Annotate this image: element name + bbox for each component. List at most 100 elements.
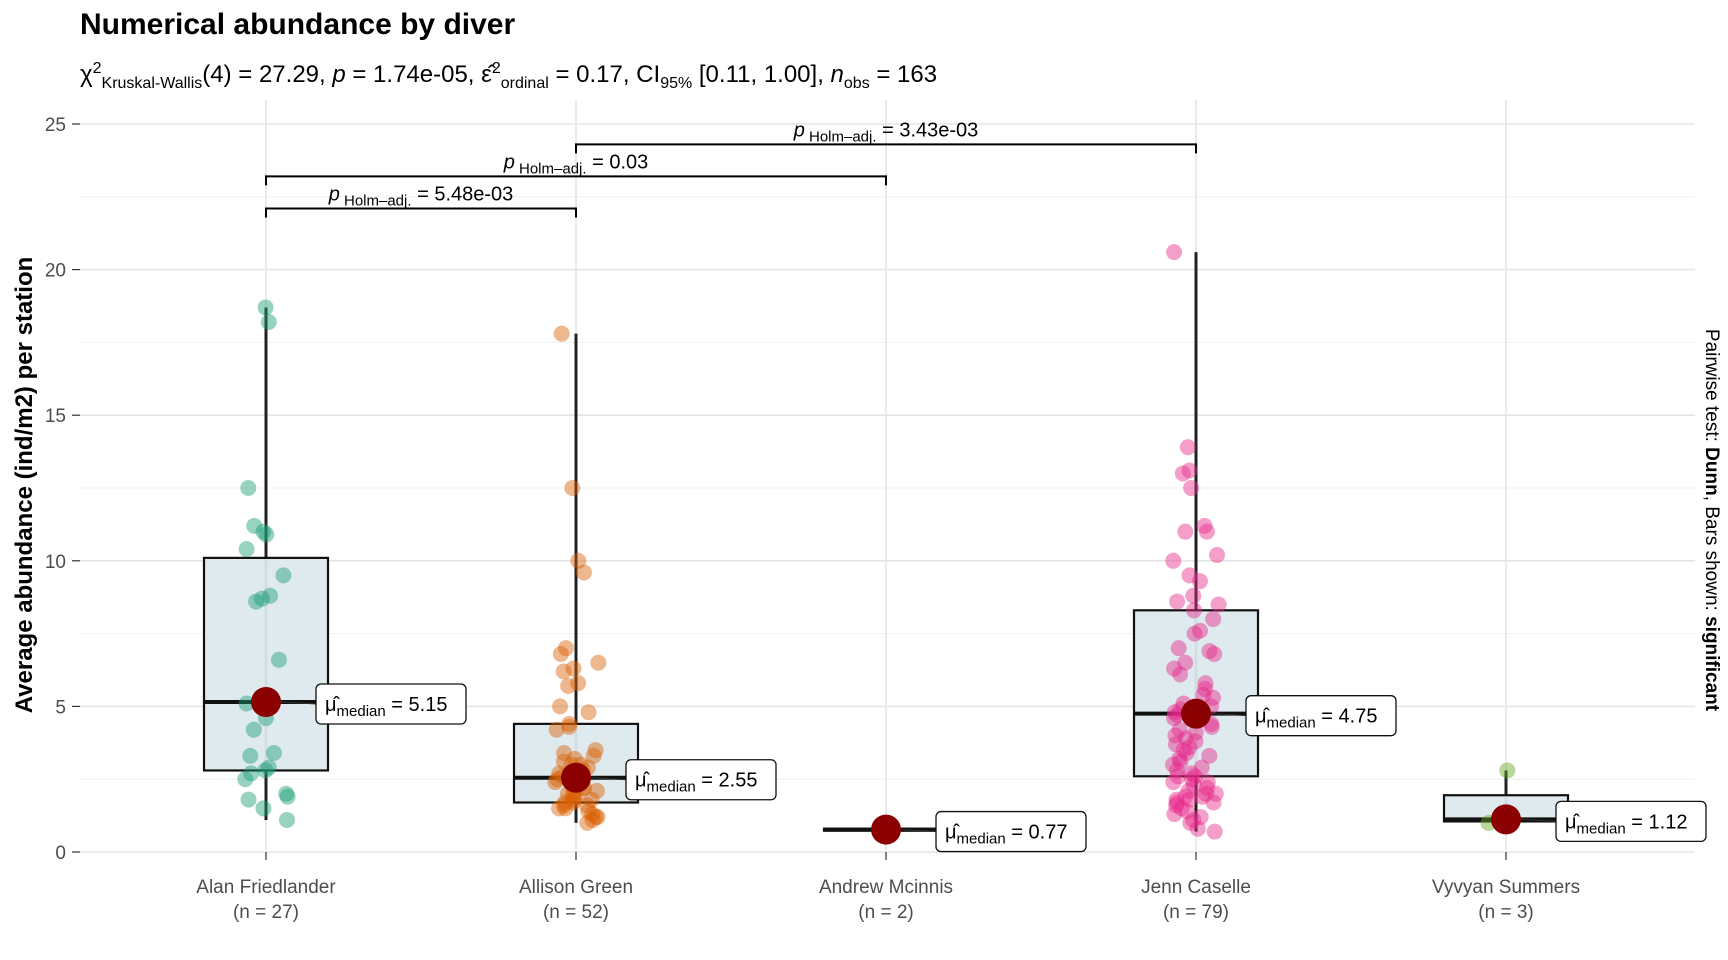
data-point (1207, 785, 1224, 802)
data-point (1180, 782, 1197, 799)
data-point (547, 774, 564, 791)
points-layer (237, 244, 1516, 840)
data-point (557, 800, 574, 817)
data-point (1179, 439, 1196, 456)
data-point (1172, 666, 1189, 683)
data-point (561, 715, 578, 732)
data-point (1168, 791, 1185, 808)
data-point (566, 750, 583, 767)
pairwise-bracket (575, 143, 1197, 154)
data-point (1181, 567, 1198, 584)
median-label: μ̂median = 1.12 (1565, 811, 1687, 837)
data-point (1183, 480, 1200, 496)
data-point (549, 771, 566, 788)
data-point (580, 803, 597, 820)
median-label: μ̂median = 5.15 (325, 694, 447, 720)
df-text: (4) = 27.29, (202, 61, 333, 88)
data-point (257, 762, 274, 779)
p-symbol: p (332, 61, 346, 88)
data-point (1171, 721, 1188, 738)
median-label-leader (280, 701, 317, 705)
data-point (567, 788, 584, 805)
data-point (565, 794, 582, 811)
data-point (552, 645, 569, 662)
data-point (243, 765, 260, 782)
median-marker (251, 687, 281, 718)
median-label-box (1555, 800, 1707, 843)
n-text: = 163 (869, 61, 938, 88)
data-point (1196, 517, 1213, 534)
effect-sup: 2 (491, 60, 501, 77)
stat-sub: Kruskal-Wallis (101, 74, 203, 92)
data-point (1189, 820, 1206, 837)
data-point (1177, 788, 1194, 805)
data-point (1201, 643, 1218, 660)
data-point (1182, 814, 1199, 831)
ci-sub: 95% (660, 74, 693, 92)
pairwise-p-sub: Holm–adj. (515, 160, 587, 177)
data-point (575, 564, 592, 581)
data-point (1178, 803, 1195, 820)
data-point (557, 640, 574, 657)
data-point (1175, 742, 1192, 759)
data-point (246, 517, 263, 534)
data-point (257, 299, 274, 316)
data-point (584, 806, 601, 823)
effect-sub: ordinal (500, 74, 549, 92)
median-label: μ̂median = 2.55 (635, 770, 757, 796)
data-point (253, 590, 270, 607)
x-tick-count-label: (n = 79) (1163, 902, 1229, 923)
median-value: = 1.12 (1626, 811, 1688, 833)
median-marker (561, 762, 591, 793)
y-tick-label: 10 (45, 552, 66, 573)
median-label-box (935, 810, 1087, 853)
data-point (570, 675, 587, 692)
data-point (260, 314, 277, 331)
median-value: = 4.75 (1316, 706, 1378, 728)
caption-mid: , Bars shown: (1701, 496, 1722, 616)
data-point (1208, 546, 1225, 563)
data-point (1183, 765, 1200, 782)
data-point (588, 782, 605, 799)
data-point (1206, 823, 1223, 840)
data-point (1165, 756, 1182, 773)
x-tick-label: Andrew Mcinnis (819, 877, 953, 898)
data-point (587, 742, 604, 759)
data-point (584, 811, 601, 828)
data-point (1177, 730, 1194, 747)
data-point (1181, 739, 1198, 756)
data-point (1170, 640, 1187, 657)
data-point (1166, 806, 1183, 823)
data-point (265, 744, 282, 761)
data-point (240, 791, 257, 808)
data-point (1168, 762, 1185, 779)
data-point (561, 718, 578, 735)
pairwise-label: p Holm–adj. = 5.48e-03 (328, 183, 514, 209)
data-point (1192, 622, 1209, 639)
data-point (590, 654, 607, 671)
data-point (1165, 710, 1182, 727)
data-point (1198, 523, 1215, 540)
data-point (1181, 791, 1198, 808)
median-sub: median (1267, 715, 1316, 732)
data-point (1197, 675, 1214, 692)
data-point (238, 541, 255, 558)
stat-symbol: χ (80, 61, 93, 88)
data-point (1166, 704, 1183, 721)
data-point (564, 480, 581, 496)
pairwise-p-value: = 5.48e-03 (412, 183, 514, 205)
data-point (1187, 733, 1204, 750)
data-point (1167, 736, 1184, 753)
caption-prefix: Pairwise test: (1701, 329, 1722, 447)
axes-layer: 0 5 10 15 20 25 Alan Friedlander (n = 27) Alliso… (45, 115, 1580, 923)
data-point (1168, 797, 1185, 814)
data-point (237, 771, 254, 788)
x-tick-label: Vyvyan Summers (1432, 877, 1580, 898)
caption-test: Dunn (1701, 447, 1722, 496)
median-marker (1181, 698, 1211, 729)
x-tick-count-label: (n = 3) (1478, 902, 1533, 923)
caption: Pairwise test: Dunn, Bars shown: signifi… (1701, 329, 1722, 712)
median-sub: median (1577, 820, 1626, 837)
data-point (1193, 759, 1210, 776)
